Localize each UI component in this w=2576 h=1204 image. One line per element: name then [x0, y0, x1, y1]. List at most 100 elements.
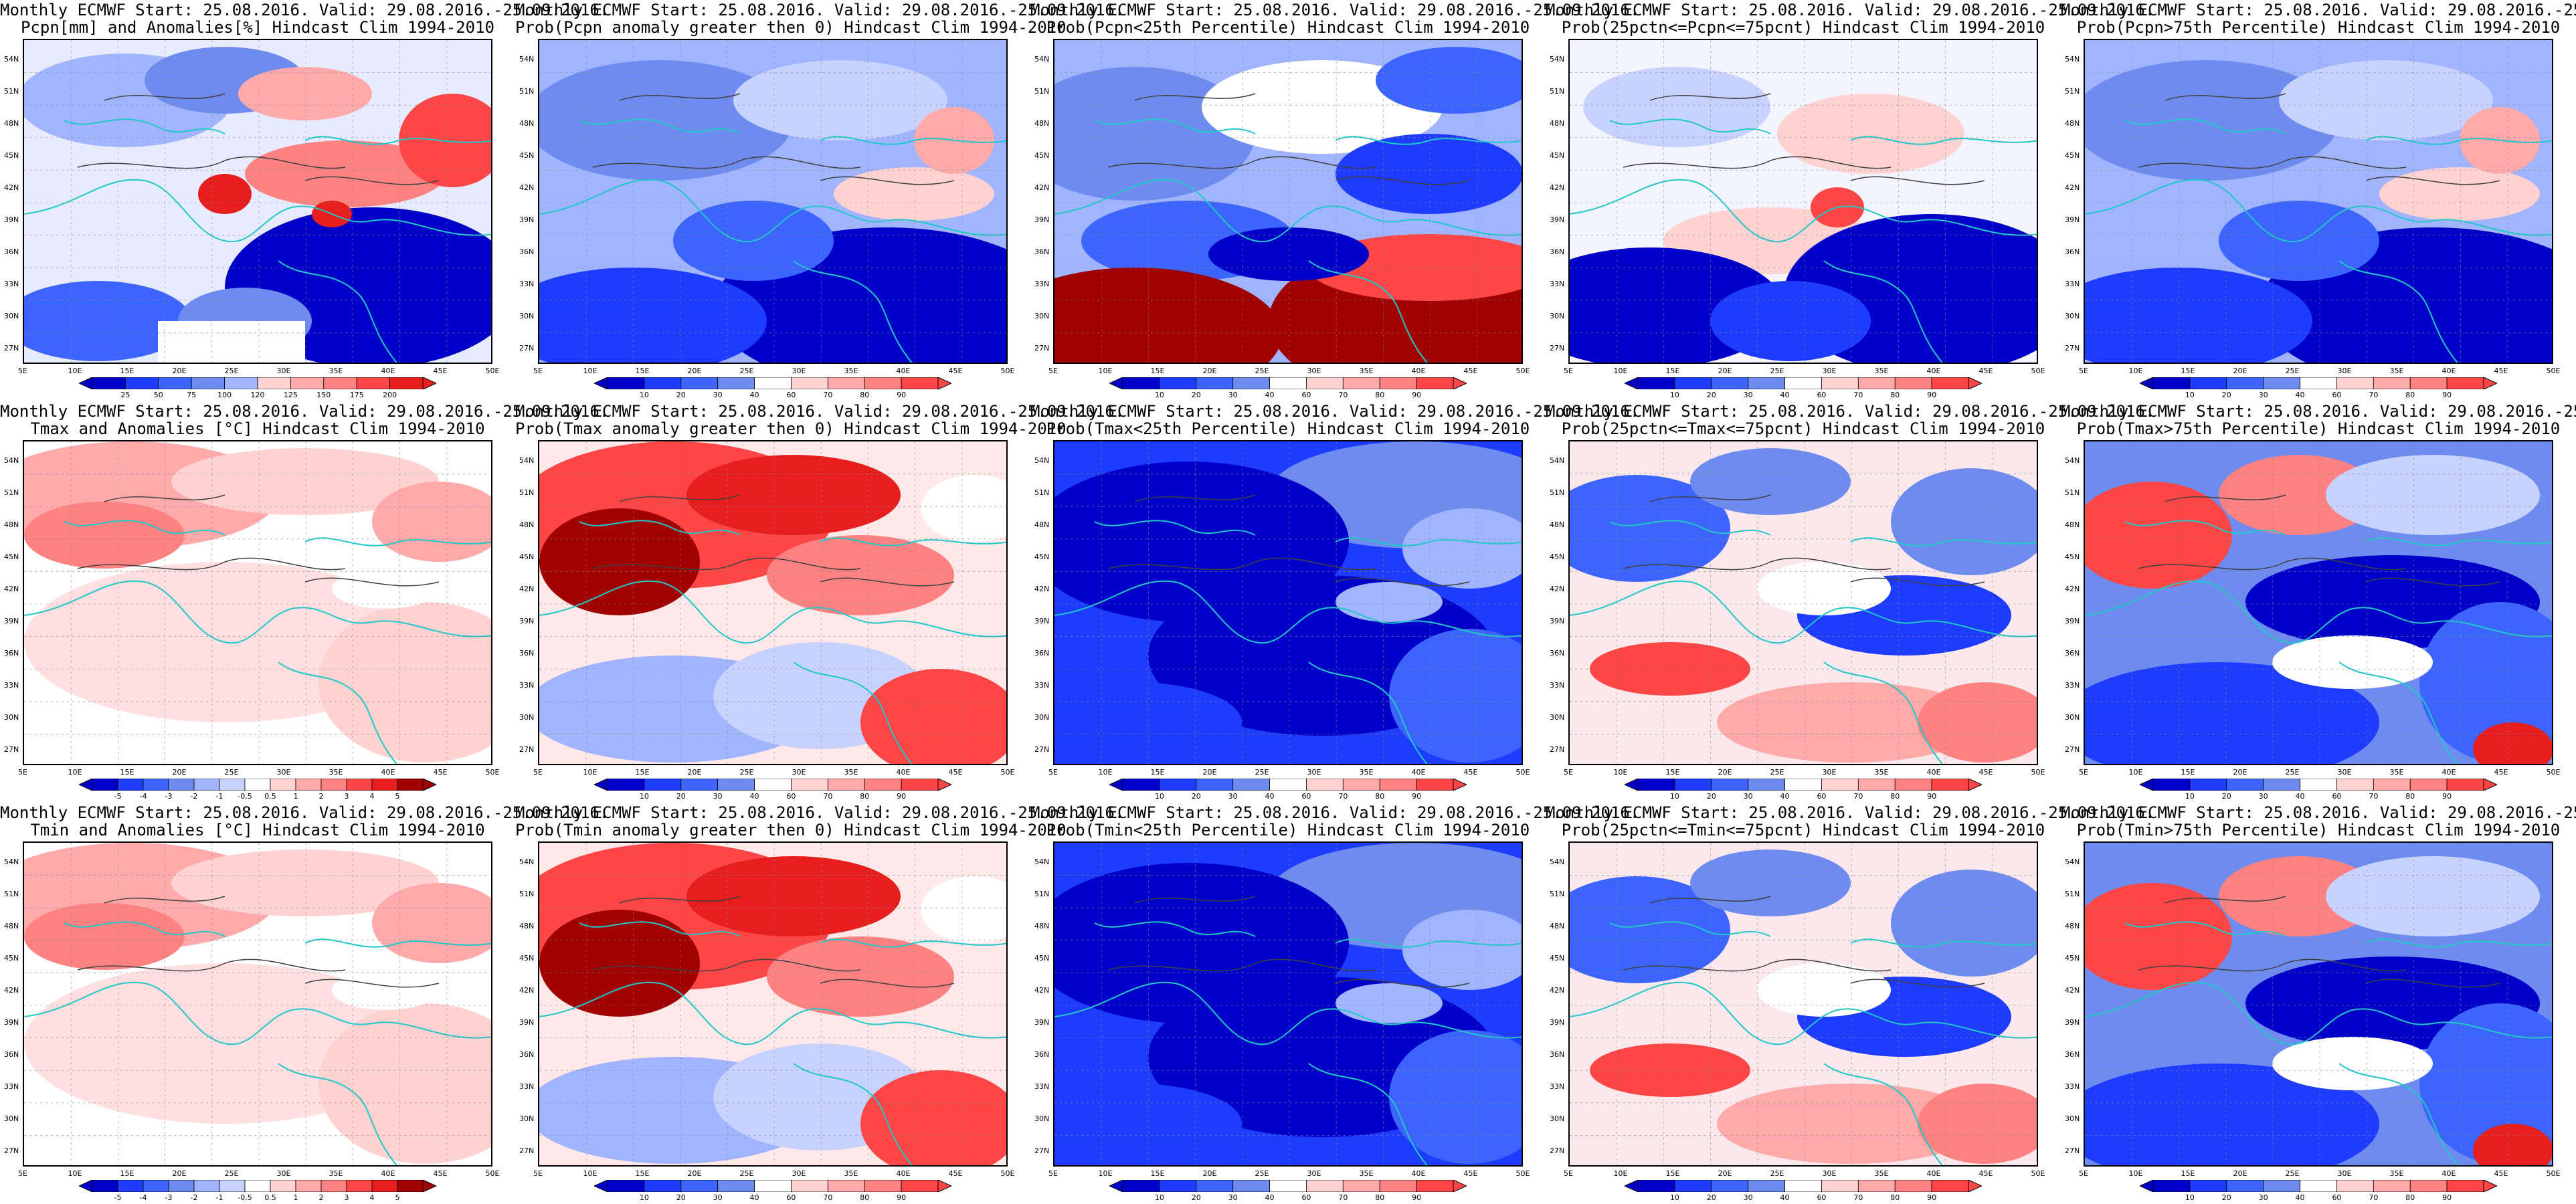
longitude-label: 30E	[1307, 1169, 1321, 1178]
latitude-label: 36N	[519, 649, 535, 658]
longitude-label: 10E	[1098, 1169, 1113, 1178]
colorbar-tick-label: 20	[1706, 391, 1716, 399]
longitude-label: 40E	[1411, 1169, 1426, 1178]
latitude-label: 39N	[2065, 215, 2080, 224]
longitude-label: 45E	[1979, 1169, 1993, 1178]
latitude-label: 33N	[1034, 280, 1050, 288]
latitude-label: 48N	[4, 520, 19, 529]
colorbar	[79, 1180, 436, 1192]
longitude-label: 10E	[68, 1169, 82, 1178]
longitude-label: 45E	[1463, 1169, 1478, 1178]
colorbar-tick-label: 70	[1338, 1193, 1348, 1202]
longitude-label: 10E	[2128, 768, 2143, 777]
colorbar-tick-label: 20	[1706, 1193, 1716, 1202]
forecast-map	[2084, 39, 2553, 364]
longitude-label: 45E	[1463, 367, 1478, 375]
colorbar-tick-label: 90	[1412, 792, 1422, 801]
colorbar-tick-label: 3	[344, 1193, 349, 1202]
colorbar-tick-label: 100	[217, 391, 232, 399]
latitude-label: 27N	[4, 745, 19, 754]
longitude-label: 45E	[2494, 367, 2508, 375]
longitude-label: 30E	[276, 1169, 291, 1178]
longitude-label: 40E	[896, 1169, 911, 1178]
longitude-label: 10E	[1613, 768, 1628, 777]
colorbar-tick-label: 1	[293, 1193, 298, 1202]
colorbar-tick-label: 40	[2295, 391, 2305, 399]
latitude-label: 36N	[519, 247, 535, 256]
latitude-label: 51N	[1034, 890, 1050, 898]
panel-header: Monthly ECMWF Start: 25.08.2016. Valid: …	[2061, 803, 2576, 822]
colorbar-svg	[594, 1180, 951, 1192]
colorbar-tick-label: 10	[2185, 1193, 2195, 1202]
longitude-label: 25E	[739, 367, 754, 375]
colorbar	[2140, 377, 2497, 389]
colorbar-tick-label: 80	[2405, 391, 2415, 399]
colorbar	[594, 779, 951, 791]
longitude-label: 10E	[1098, 768, 1113, 777]
latitude-label: 51N	[4, 488, 19, 497]
forecast-map	[538, 440, 1008, 765]
longitude-label: 25E	[1255, 367, 1269, 375]
colorbar	[1625, 1180, 1982, 1192]
colorbar-tick-label: 2	[318, 792, 324, 801]
panel-title: Prob(Tmin>75th Percentile) Hindcast Clim…	[2076, 821, 2561, 839]
colorbar	[1109, 779, 1467, 791]
latitude-label: 27N	[1550, 344, 1565, 353]
colorbar-tick-label: 70	[2369, 792, 2379, 801]
latitude-label: 51N	[1550, 488, 1565, 497]
longitude-label: 15E	[120, 768, 134, 777]
longitude-label: 35E	[329, 367, 343, 375]
colorbar-tick-label: -2	[190, 1193, 198, 1202]
latitude-label: 36N	[4, 649, 19, 658]
longitude-label: 50E	[1000, 1169, 1015, 1178]
latitude-label: 45N	[4, 553, 19, 561]
colorbar-tick-label: 80	[2405, 792, 2415, 801]
latitude-label: 39N	[4, 1018, 19, 1027]
latitude-label: 36N	[4, 247, 19, 256]
latitude-label: 48N	[2065, 119, 2080, 128]
panel-title: Prob(Tmax>75th Percentile) Hindcast Clim…	[2076, 419, 2561, 438]
colorbar-tick-label: 150	[316, 391, 331, 399]
longitude-label: 35E	[1874, 768, 1889, 777]
longitude-label: 15E	[1150, 768, 1165, 777]
longitude-label: 40E	[1926, 768, 1941, 777]
colorbar-tick-label: 80	[1375, 391, 1385, 399]
longitude-label: 20E	[1718, 1169, 1732, 1178]
latitude-label: 27N	[1550, 745, 1565, 754]
colorbar-tick-label: 80	[1375, 792, 1385, 801]
map-panel: Monthly ECMWF Start: 25.08.2016. Valid: …	[1030, 401, 1639, 803]
latitude-label: 45N	[519, 954, 535, 963]
colorbar-tick-label: 90	[1412, 1193, 1422, 1202]
longitude-label: 5E	[533, 367, 543, 375]
latitude-label: 30N	[4, 312, 19, 320]
latitude-label: 30N	[1550, 312, 1565, 320]
colorbar-tick-label: 60	[786, 391, 796, 399]
latitude-label: 51N	[1550, 87, 1565, 96]
colorbar-tick-label: 60	[786, 1193, 796, 1202]
longitude-label: 35E	[1874, 1169, 1889, 1178]
map-panel: Monthly ECMWF Start: 25.08.2016. Valid: …	[1030, 0, 1639, 401]
latitude-label: 48N	[1034, 119, 1050, 128]
longitude-label: 50E	[1515, 1169, 1530, 1178]
longitude-label: 50E	[485, 768, 500, 777]
latitude-label: 42N	[1550, 585, 1565, 593]
longitude-label: 25E	[739, 1169, 754, 1178]
latitude-label: 45N	[4, 954, 19, 963]
latitude-label: 51N	[519, 488, 535, 497]
colorbar-svg	[594, 377, 951, 389]
longitude-label: 10E	[1613, 1169, 1628, 1178]
panel-header: Monthly ECMWF Start: 25.08.2016. Valid: …	[0, 803, 610, 822]
longitude-label: 40E	[896, 768, 911, 777]
longitude-label: 35E	[1359, 1169, 1374, 1178]
longitude-label: 50E	[2546, 768, 2561, 777]
latitude-label: 27N	[2065, 1146, 2080, 1155]
colorbar-svg	[79, 377, 436, 389]
panel-header: Monthly ECMWF Start: 25.08.2016. Valid: …	[0, 1, 610, 19]
map-field-svg	[539, 441, 1006, 764]
latitude-label: 54N	[1550, 858, 1565, 866]
longitude-label: 15E	[2181, 768, 2195, 777]
colorbar-tick-label: 80	[1890, 1193, 1900, 1202]
longitude-label: 5E	[1564, 768, 1573, 777]
longitude-label: 35E	[1874, 367, 1889, 375]
map-field-svg	[24, 40, 491, 363]
